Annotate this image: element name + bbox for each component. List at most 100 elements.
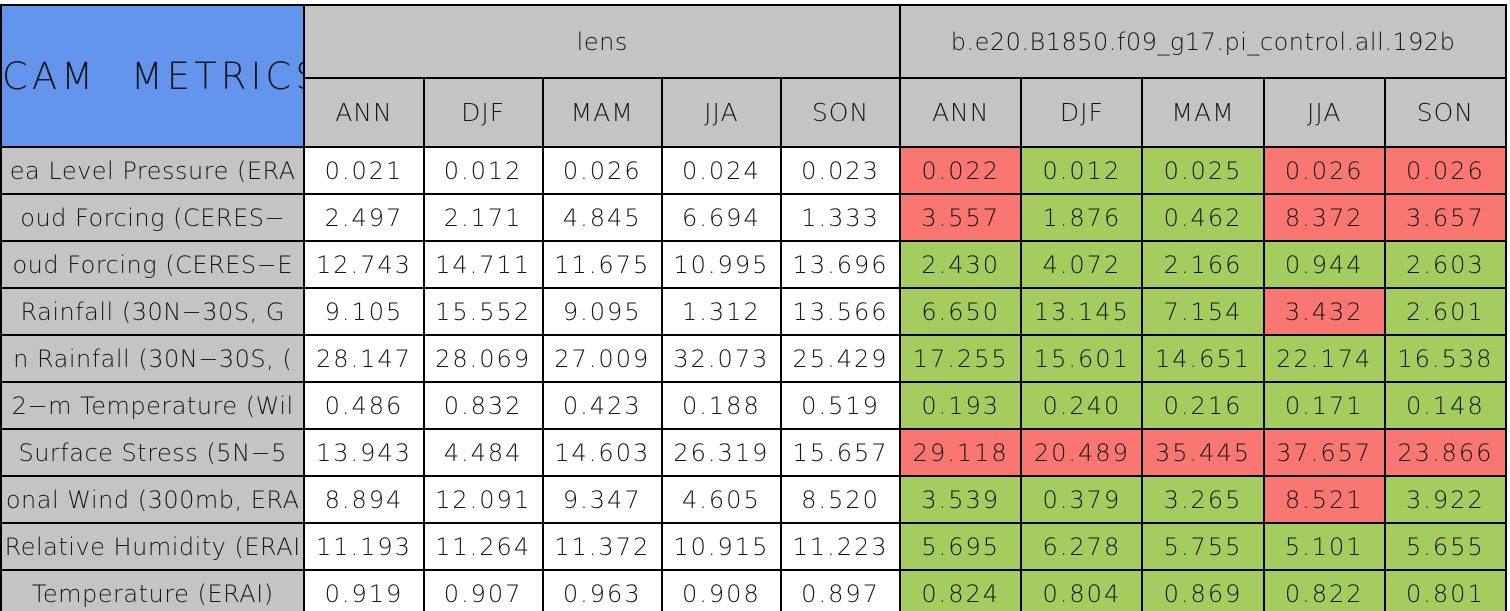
- metric-label-cell: n Rainfall (30N−30S, (: [0, 334, 306, 383]
- lens-value-cell: 4.484: [422, 428, 544, 477]
- metric-label: ea Level Pressure (ERA: [9, 156, 296, 185]
- lens-value-cell: 11.193: [303, 522, 425, 571]
- metric-label-cell: onal Wind (300mb, ERA: [0, 475, 306, 524]
- lens-value-cell: 0.908: [660, 569, 782, 611]
- table-row: Temperature (ERAI) 0.919 0.907 0.963 0.9…: [0, 569, 1508, 611]
- lens-value-cell: 1.333: [779, 193, 902, 242]
- case-value-cell: 3.657: [1383, 193, 1508, 242]
- lens-value-cell: 0.919: [303, 569, 425, 611]
- case-value-cell: 0.240: [1020, 381, 1144, 430]
- case-value-cell: 8.521: [1262, 475, 1386, 524]
- lens-value-cell: 9.347: [541, 475, 663, 524]
- metric-label-cell: oud Forcing (CERES−E: [0, 240, 306, 289]
- lens-value-cell: 0.023: [779, 146, 902, 195]
- lens-value-cell: 28.147: [303, 334, 425, 383]
- lens-value-cell: 11.675: [541, 240, 663, 289]
- case-value-cell: 3.265: [1141, 475, 1265, 524]
- lens-value-cell: 0.897: [779, 569, 902, 611]
- case-value-cell: 0.869: [1141, 569, 1265, 611]
- case-value-cell: 5.695: [899, 522, 1023, 571]
- lens-value-cell: 28.069: [422, 334, 544, 383]
- case-value-cell: 23.866: [1383, 428, 1508, 477]
- table-row: Surface Stress (5N−5 13.943 4.484 14.603…: [0, 428, 1508, 477]
- lens-value-cell: 11.223: [779, 522, 902, 571]
- metric-label: Surface Stress (5N−5: [18, 438, 287, 467]
- table-title-cell: CAM METRICS: [0, 4, 306, 148]
- season-header-case-son: SON: [1383, 77, 1508, 148]
- case-value-cell: 0.944: [1262, 240, 1386, 289]
- season-header-case-djf: DJF: [1020, 77, 1144, 148]
- case-value-cell: 3.432: [1262, 287, 1386, 336]
- case-value-cell: 5.655: [1383, 522, 1508, 571]
- lens-value-cell: 0.832: [422, 381, 544, 430]
- case-value-cell: 35.445: [1141, 428, 1265, 477]
- season-header-case-mam: MAM: [1141, 77, 1265, 148]
- lens-value-cell: 12.091: [422, 475, 544, 524]
- case-value-cell: 13.145: [1020, 287, 1144, 336]
- season-header-lens-ann: ANN: [303, 77, 425, 148]
- case-value-cell: 16.538: [1383, 334, 1508, 383]
- metric-label-cell: ea Level Pressure (ERA: [0, 146, 306, 195]
- case-value-cell: 2.430: [899, 240, 1023, 289]
- lens-value-cell: 0.519: [779, 381, 902, 430]
- table-row: 2−m Temperature (Wil 0.486 0.832 0.423 0…: [0, 381, 1508, 430]
- case-value-cell: 6.650: [899, 287, 1023, 336]
- case-value-cell: 17.255: [899, 334, 1023, 383]
- lens-value-cell: 13.696: [779, 240, 902, 289]
- season-header-lens-jja: JJA: [660, 77, 782, 148]
- lens-value-cell: 6.694: [660, 193, 782, 242]
- metric-label-cell: Surface Stress (5N−5: [0, 428, 306, 477]
- metric-label: 2−m Temperature (Wil: [11, 391, 294, 420]
- lens-value-cell: 11.264: [422, 522, 544, 571]
- lens-value-cell: 4.845: [541, 193, 663, 242]
- case-value-cell: 0.822: [1262, 569, 1386, 611]
- lens-value-cell: 10.915: [660, 522, 782, 571]
- case-value-cell: 3.922: [1383, 475, 1508, 524]
- case-value-cell: 15.601: [1020, 334, 1144, 383]
- metric-label-cell: oud Forcing (CERES−: [0, 193, 306, 242]
- lens-value-cell: 8.894: [303, 475, 425, 524]
- lens-value-cell: 27.009: [541, 334, 663, 383]
- case-value-cell: 3.539: [899, 475, 1023, 524]
- case-value-cell: 2.601: [1383, 287, 1508, 336]
- case-value-cell: 0.022: [899, 146, 1023, 195]
- lens-value-cell: 25.429: [779, 334, 902, 383]
- lens-value-cell: 32.073: [660, 334, 782, 383]
- lens-value-cell: 0.026: [541, 146, 663, 195]
- metric-label-cell: Temperature (ERAI): [0, 569, 306, 611]
- metric-label-cell: Relative Humidity (ERAI: [0, 522, 306, 571]
- case-value-cell: 0.804: [1020, 569, 1144, 611]
- season-header-case-jja: JJA: [1262, 77, 1386, 148]
- lens-value-cell: 2.497: [303, 193, 425, 242]
- lens-value-cell: 12.743: [303, 240, 425, 289]
- case-value-cell: 0.026: [1383, 146, 1508, 195]
- lens-value-cell: 0.486: [303, 381, 425, 430]
- table-row: ea Level Pressure (ERA 0.021 0.012 0.026…: [0, 146, 1508, 195]
- metric-label: oud Forcing (CERES−: [20, 203, 286, 232]
- metric-label: Rainfall (30N−30S, G: [20, 297, 285, 326]
- case-value-cell: 1.876: [1020, 193, 1144, 242]
- lens-value-cell: 9.105: [303, 287, 425, 336]
- season-header-row: ANN DJF MAM JJA SON ANN DJF MAM JJA SON: [1, 77, 1508, 148]
- metric-label: onal Wind (300mb, ERA: [5, 485, 300, 514]
- case-value-cell: 4.072: [1020, 240, 1144, 289]
- season-header-lens-mam: MAM: [541, 77, 663, 148]
- lens-value-cell: 0.024: [660, 146, 782, 195]
- lens-value-cell: 0.021: [303, 146, 425, 195]
- lens-value-cell: 4.605: [660, 475, 782, 524]
- table-row: Relative Humidity (ERAI 11.193 11.264 11…: [0, 522, 1508, 571]
- lens-value-cell: 15.552: [422, 287, 544, 336]
- table-row: Rainfall (30N−30S, G 9.105 15.552 9.095 …: [0, 287, 1508, 336]
- case-value-cell: 0.462: [1141, 193, 1265, 242]
- case-value-cell: 0.824: [899, 569, 1023, 611]
- lens-value-cell: 15.657: [779, 428, 902, 477]
- lens-value-cell: 13.566: [779, 287, 902, 336]
- case-value-cell: 8.372: [1262, 193, 1386, 242]
- case-value-cell: 22.174: [1262, 334, 1386, 383]
- lens-value-cell: 14.603: [541, 428, 663, 477]
- lens-value-cell: 13.943: [303, 428, 425, 477]
- metric-label: Relative Humidity (ERAI: [4, 532, 301, 561]
- table-title: CAM METRICS: [2, 54, 304, 98]
- metric-label-cell: 2−m Temperature (Wil: [0, 381, 306, 430]
- table-row: oud Forcing (CERES− 2.497 2.171 4.845 6.…: [0, 193, 1508, 242]
